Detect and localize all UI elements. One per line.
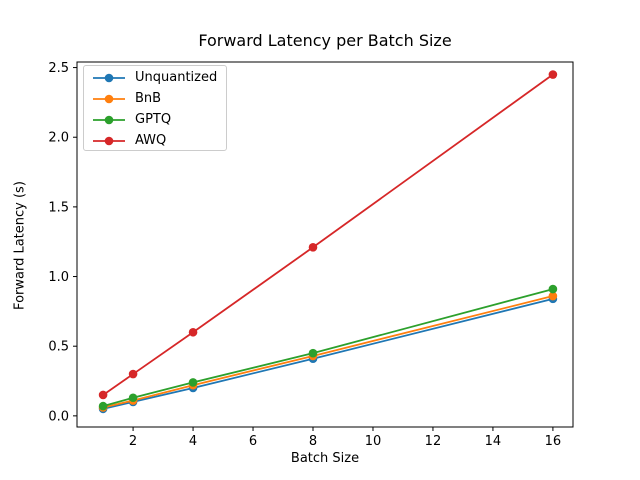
y-tick-label: 2.5 xyxy=(48,61,69,76)
y-tick-label: 1.0 xyxy=(48,270,69,285)
data-point-marker xyxy=(98,401,108,411)
data-point-marker xyxy=(128,369,138,379)
x-tick-label: 6 xyxy=(249,434,257,449)
legend-label: GPTQ xyxy=(135,112,172,127)
legend-label: Unquantized xyxy=(135,70,218,85)
x-tick-label: 10 xyxy=(365,434,382,449)
data-point-marker xyxy=(128,393,138,403)
plot-box xyxy=(76,61,574,428)
series-line xyxy=(102,297,554,410)
data-point-marker xyxy=(98,390,108,400)
x-tick-label: 12 xyxy=(425,434,442,449)
data-point-marker xyxy=(308,242,318,252)
legend-line-marker-icon xyxy=(93,94,125,103)
data-point-marker xyxy=(308,348,318,358)
x-tick-label: 8 xyxy=(309,434,317,449)
data-point-marker xyxy=(548,291,558,301)
legend-item: GPTQ xyxy=(84,109,226,130)
y-tick-label: 2.0 xyxy=(48,131,69,146)
legend-item: Unquantized xyxy=(84,67,226,88)
data-point-marker xyxy=(548,284,558,294)
x-tick-label: 14 xyxy=(485,434,502,449)
data-point-marker xyxy=(188,378,198,387)
y-tick-label: 1.5 xyxy=(48,200,69,215)
legend-label: AWQ xyxy=(135,133,167,148)
data-point-marker xyxy=(548,70,558,79)
legend-label: BnB xyxy=(135,91,162,106)
data-point-marker xyxy=(188,327,198,337)
legend-line-marker-icon xyxy=(93,73,125,82)
series-line xyxy=(102,295,554,409)
x-tick-label: 2 xyxy=(129,434,137,449)
x-tick-label: 16 xyxy=(545,434,562,449)
legend-item: BnB xyxy=(84,88,226,109)
chart-title: Forward Latency per Batch Size xyxy=(198,31,452,50)
legend-item: AWQ xyxy=(84,130,226,151)
legend-line-marker-icon xyxy=(93,136,125,145)
y-tick-label: 0.0 xyxy=(48,409,69,424)
y-axis-label: Forward Latency (s) xyxy=(12,181,28,310)
legend-line-marker-icon xyxy=(93,115,125,124)
y-tick-label: 0.5 xyxy=(48,340,69,355)
x-tick-label: 4 xyxy=(189,434,197,449)
legend: Unquantized BnB GPTQ AWQ xyxy=(83,65,227,151)
x-axis-label: Batch Size xyxy=(290,451,360,466)
